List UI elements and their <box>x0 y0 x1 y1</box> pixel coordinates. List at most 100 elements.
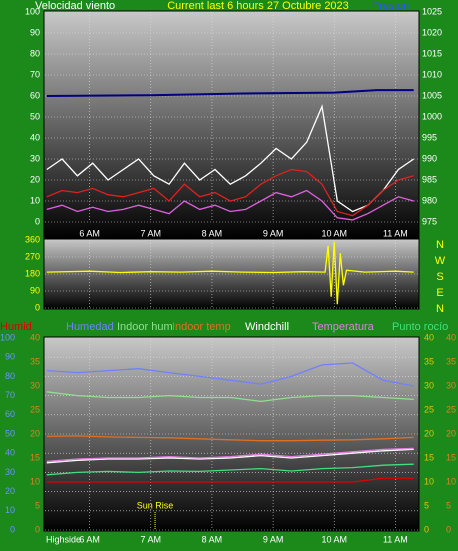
y-tick-label: 10 <box>446 476 456 486</box>
direction-label: S <box>436 271 443 283</box>
x-tick-label: 6 AM <box>79 534 100 544</box>
y-tick-label: 50 <box>30 111 40 121</box>
x-tick-label: 9 AM <box>263 228 284 238</box>
y-tick-label: 15 <box>446 452 456 462</box>
direction-label: N <box>436 303 444 315</box>
x-tick-label: 11 AM <box>383 228 408 238</box>
y-tick-label: 25 <box>446 404 456 414</box>
y-tick-label: 35 <box>424 356 434 366</box>
y-tick-label: 1005 <box>422 90 442 100</box>
y-tick-label: 10 <box>30 476 40 486</box>
y-tick-label: 25 <box>424 404 434 414</box>
x-tick-label: 8 AM <box>202 228 223 238</box>
y-tick-label: 100 <box>25 6 40 16</box>
series-line <box>46 477 414 483</box>
y-tick-label: 90 <box>30 285 40 295</box>
y-tick-label: 1020 <box>422 27 442 37</box>
y-tick-label: 100 <box>0 332 15 342</box>
series-line <box>46 447 414 463</box>
y-tick-label: 70 <box>5 390 15 400</box>
legend-entry: Temperatura <box>312 321 375 333</box>
y-tick-label: 1010 <box>422 69 442 79</box>
y-tick-label: 20 <box>5 486 15 496</box>
series-line <box>46 168 414 217</box>
y-tick-label: 990 <box>422 153 437 163</box>
series-line <box>46 435 414 442</box>
y-tick-label: 0 <box>10 524 15 534</box>
y-tick-label: 0 <box>35 302 40 312</box>
y-tick-label: 20 <box>424 428 434 438</box>
y-tick-label: 0 <box>446 524 451 534</box>
series-line <box>46 189 414 221</box>
legend-entry: Indoor temp <box>172 321 231 333</box>
panel-wind <box>43 10 420 240</box>
y-tick-label: 270 <box>25 251 40 261</box>
y-tick-label: 30 <box>424 380 434 390</box>
y-tick-label: 10 <box>30 195 40 205</box>
chart-title: Current last 6 hours 27 Octubre 2023 <box>167 0 349 12</box>
y-tick-label: 985 <box>422 174 437 184</box>
series-line <box>46 448 414 464</box>
y-tick-label: 20 <box>30 428 40 438</box>
y-tick-label: 10 <box>5 505 15 515</box>
legend-entry: Punto rocío <box>392 321 448 333</box>
y-tick-label: 40 <box>446 332 456 342</box>
y-tick-label: 1000 <box>422 111 442 121</box>
y-tick-label: 30 <box>30 380 40 390</box>
y-tick-label: 15 <box>424 452 434 462</box>
y-tick-label: 25 <box>30 404 40 414</box>
direction-label: N <box>436 239 444 251</box>
legend-entry: Humedad <box>66 321 114 333</box>
y-tick-label: 40 <box>30 332 40 342</box>
y-label: Velocidad viento <box>35 0 115 12</box>
x-tick-label: 7 AM <box>141 228 162 238</box>
series-line <box>46 104 415 213</box>
y-tick-label: 70 <box>30 69 40 79</box>
y-tick-label: 30 <box>30 153 40 163</box>
series-line <box>46 391 414 403</box>
y-tick-label: 1025 <box>422 6 442 16</box>
y-tick-label: 15 <box>30 452 40 462</box>
y-tick-label: 0 <box>424 524 429 534</box>
y-tick-label: 10 <box>424 476 434 486</box>
y-tick-label: 360 <box>25 234 40 244</box>
y-tick-label: 1015 <box>422 48 442 58</box>
direction-label: W <box>435 255 446 267</box>
y-tick-label: 0 <box>35 216 40 226</box>
y-tick-label: 40 <box>30 132 40 142</box>
y-tick-label: 0 <box>35 524 40 534</box>
y-tick-label: 5 <box>35 500 40 510</box>
legend-entry: Humid <box>0 321 32 333</box>
series-line <box>46 89 414 97</box>
series-line <box>46 362 414 387</box>
legend-entry: Indoor hum <box>117 321 173 333</box>
y-tick-label: 40 <box>5 448 15 458</box>
y-tick-label: 5 <box>424 500 429 510</box>
x-tick-label: 9 AM <box>263 534 284 544</box>
y-tick-label: 80 <box>30 48 40 58</box>
y-tick-label: 80 <box>5 371 15 381</box>
y-tick-label: 40 <box>424 332 434 342</box>
annotation: Highside <box>46 534 81 544</box>
y-tick-label: 60 <box>30 90 40 100</box>
y-tick-label: 30 <box>5 467 15 477</box>
y-tick-label: 30 <box>446 380 456 390</box>
annotation: Sun Rise <box>137 500 174 510</box>
y-tick-label: 975 <box>422 216 437 226</box>
x-tick-label: 7 AM <box>141 534 162 544</box>
y-tick-label: 60 <box>5 409 15 419</box>
x-tick-label: 10 AM <box>321 228 347 238</box>
x-tick-label: 11 AM <box>383 534 408 544</box>
direction-label: E <box>436 287 443 299</box>
x-tick-label: 8 AM <box>202 534 223 544</box>
y-tick-label: 35 <box>446 356 456 366</box>
y-tick-label: 90 <box>5 352 15 362</box>
y-tick-label: 50 <box>5 428 15 438</box>
legend-entry: Windchill <box>245 321 289 333</box>
y-tick-label: 180 <box>25 268 40 278</box>
y-tick-label: 90 <box>30 27 40 37</box>
y-tick-label: 35 <box>30 356 40 366</box>
y-tick-label: 5 <box>446 500 451 510</box>
y-tick-label: 995 <box>422 132 437 142</box>
